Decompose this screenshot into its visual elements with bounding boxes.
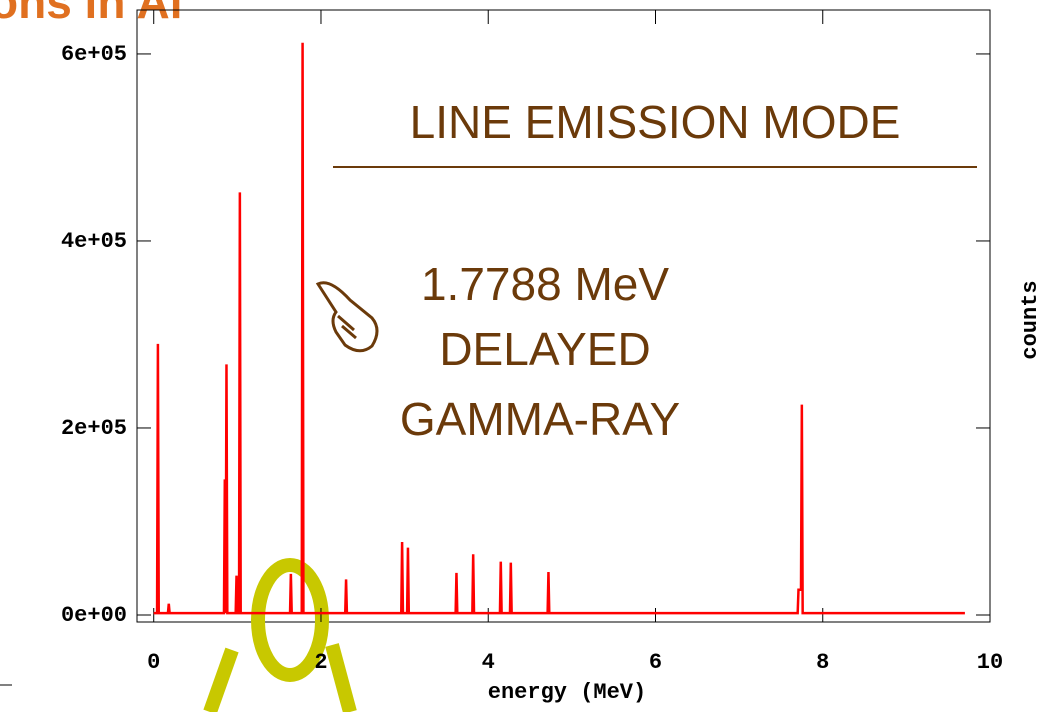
y-tick-label: 0e+00 (61, 603, 127, 628)
annotation: LINE EMISSION MODE (410, 96, 901, 148)
pointing-hand-icon (315, 281, 379, 353)
y-tick-label: 2e+05 (61, 416, 127, 441)
annotation: GAMMA-RAY (400, 393, 680, 445)
yellow-circle-annotation (203, 558, 357, 712)
y-tick-label: 4e+05 (61, 229, 127, 254)
chart-title: ons in Al (0, 0, 183, 28)
plot-frame (136, 9, 991, 623)
x-tick-label: 2 (314, 650, 327, 675)
x-tick-label: 0 (147, 650, 160, 675)
x-axis-label: energy (MeV) (488, 680, 646, 705)
annotation: DELAYED (439, 323, 650, 375)
x-tick-label: 4 (482, 650, 495, 675)
x-tick-label: 8 (816, 650, 829, 675)
y-tick-label: 6e+05 (61, 42, 127, 67)
y-axis-label: counts (1018, 280, 1043, 359)
annotation: 1.7788 MeV (421, 258, 669, 310)
spectrum-line (153, 42, 965, 615)
x-tick-label: 6 (649, 650, 662, 675)
x-tick-label: 10 (977, 650, 1003, 675)
